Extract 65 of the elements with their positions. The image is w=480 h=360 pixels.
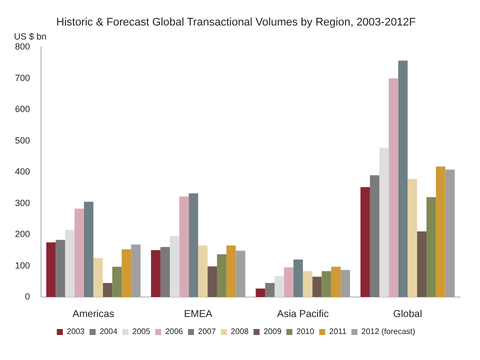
chart-title: Historic & Forecast Global Transactional Volumes by Region, 2003-2012F	[56, 16, 416, 29]
legend-label: 2010	[296, 327, 315, 336]
bar	[370, 175, 380, 297]
bar	[46, 242, 56, 297]
legend-label: 2003	[66, 327, 86, 336]
bar	[84, 202, 94, 297]
bar	[265, 282, 275, 297]
bar	[216, 254, 226, 297]
legend-label: 2004	[100, 327, 118, 336]
bar	[160, 247, 170, 297]
bar	[170, 236, 180, 297]
y-tick-label: 600	[14, 104, 30, 114]
y-tick-label: 800	[14, 42, 30, 52]
bar	[426, 197, 436, 297]
legend-label: 2011	[329, 327, 347, 336]
x-tick-label: EMEA	[184, 308, 213, 320]
bar	[274, 276, 284, 297]
bar	[398, 60, 408, 297]
bar	[179, 196, 189, 297]
bar	[226, 245, 236, 297]
y-tick-label: 300	[14, 198, 30, 208]
y-tick-label: 500	[14, 135, 30, 146]
bar	[417, 231, 426, 297]
y-tick-label: 400	[14, 166, 30, 177]
bar	[56, 240, 66, 297]
y-tick-label: 0	[25, 291, 30, 302]
bar	[65, 230, 75, 297]
bar	[388, 78, 398, 297]
bar	[293, 260, 303, 297]
bar	[302, 271, 312, 297]
x-tick-label: Global	[393, 308, 422, 320]
bar	[340, 270, 350, 297]
bar	[198, 245, 208, 297]
bar	[256, 288, 266, 297]
y-axis-title: US $ bn	[14, 32, 47, 42]
y-tick-label: 700	[14, 72, 30, 83]
legend-label: 2009	[264, 327, 282, 336]
legend-label: 2012 (forecast)	[361, 327, 416, 336]
bar	[379, 148, 389, 297]
bar	[360, 187, 370, 297]
bar	[122, 249, 132, 297]
legend-label: 2005	[132, 327, 151, 336]
bar	[408, 178, 418, 297]
legend-label: 2006	[165, 327, 184, 336]
bar	[436, 166, 446, 297]
bar	[322, 271, 332, 297]
x-tick-label: Americas	[72, 308, 114, 320]
legend-label: 2008	[230, 327, 250, 336]
bar	[331, 266, 341, 297]
bar	[74, 208, 84, 297]
y-tick-label: 200	[14, 229, 30, 240]
bar	[131, 244, 141, 297]
legend-label: 2007	[198, 327, 216, 336]
x-tick-label: Asia Pacific	[277, 308, 329, 320]
bar	[151, 250, 160, 297]
bar	[102, 282, 112, 297]
bar	[445, 170, 455, 297]
bar	[236, 250, 246, 297]
bar	[188, 193, 198, 297]
bar	[208, 266, 217, 297]
bar	[93, 258, 103, 297]
bar	[112, 266, 122, 297]
bar	[312, 276, 322, 297]
bar	[284, 267, 294, 297]
y-tick-label: 100	[14, 260, 30, 270]
